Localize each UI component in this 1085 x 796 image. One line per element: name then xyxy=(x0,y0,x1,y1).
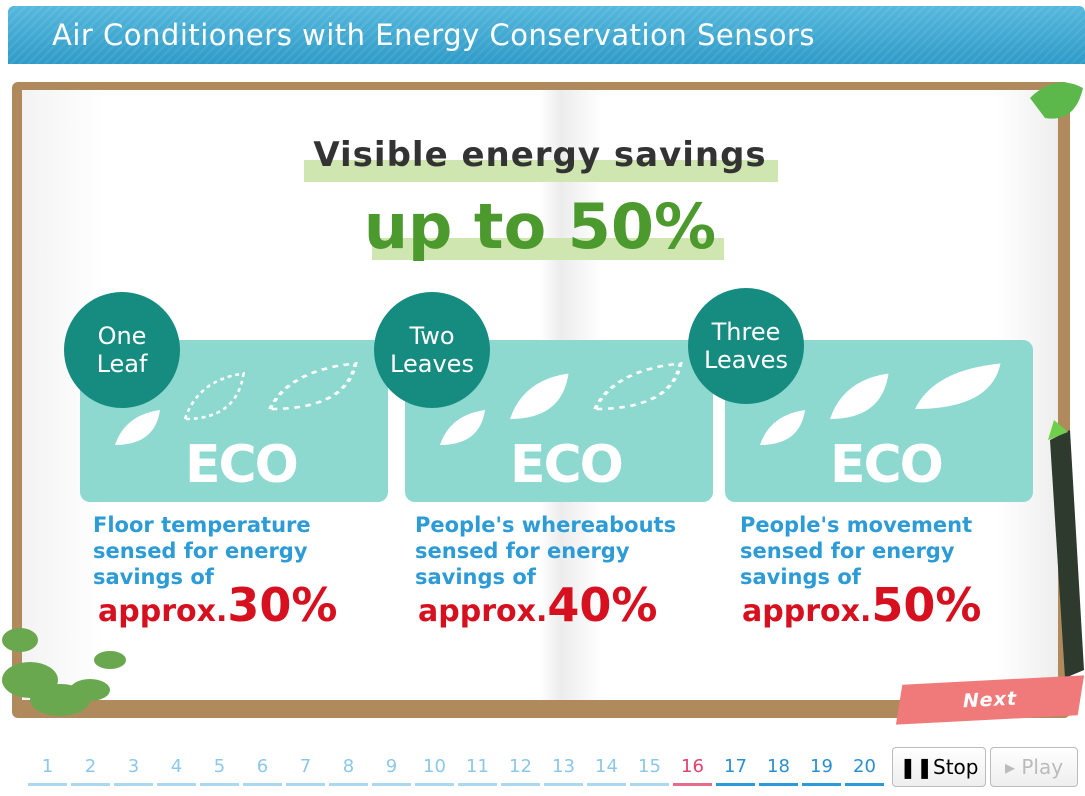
page-number[interactable]: 8 xyxy=(327,752,370,788)
stop-label: Stop xyxy=(933,755,978,779)
slide-heading: Visible energy savings xyxy=(300,135,780,175)
eco-label: ECO xyxy=(185,435,297,495)
page-number[interactable]: 20 xyxy=(843,752,886,788)
page-number[interactable]: 15 xyxy=(628,752,671,788)
leaf-decoration xyxy=(1025,78,1085,128)
savings-prefix: approx. xyxy=(418,594,547,629)
header-title: Air Conditioners with Energy Conservatio… xyxy=(52,18,815,52)
eco-label: ECO xyxy=(510,435,622,495)
badge-line: Leaf xyxy=(97,350,148,378)
page-number[interactable]: 7 xyxy=(284,752,327,788)
savings-prefix: approx. xyxy=(98,594,227,629)
stop-button[interactable]: ❚❚Stop xyxy=(892,747,986,787)
page-number[interactable]: 9 xyxy=(370,752,413,788)
page-number[interactable]: 3 xyxy=(112,752,155,788)
savings-prefix: approx. xyxy=(742,594,871,629)
description-line: sensed for energy xyxy=(740,538,1060,564)
badge-line: Leaves xyxy=(390,350,474,378)
savings-amount: 50% xyxy=(871,578,981,632)
description-line: People's whereabouts xyxy=(415,512,735,538)
slide-headline: up to 50% xyxy=(300,190,780,263)
badge-line: Two xyxy=(410,322,455,350)
page-number[interactable]: 12 xyxy=(499,752,542,788)
page-number[interactable]: 2 xyxy=(69,752,112,788)
description-line: sensed for energy xyxy=(415,538,735,564)
savings: approx.40% xyxy=(418,578,657,632)
badge-line: Three xyxy=(712,318,781,346)
description-line: Floor temperature xyxy=(93,512,413,538)
savings-amount: 40% xyxy=(547,578,657,632)
page-number[interactable]: 1 xyxy=(26,752,69,788)
savings: approx.30% xyxy=(98,578,337,632)
header-bar: Air Conditioners with Energy Conservatio… xyxy=(8,6,1085,64)
page-number[interactable]: 14 xyxy=(585,752,628,788)
eco-label: ECO xyxy=(830,435,942,495)
savings: approx.50% xyxy=(742,578,981,632)
savings-amount: 30% xyxy=(227,578,337,632)
page-number[interactable]: 11 xyxy=(456,752,499,788)
play-label: Play xyxy=(1021,755,1063,779)
page-number[interactable]: 17 xyxy=(714,752,757,788)
badge-line: One xyxy=(98,322,147,350)
page-number[interactable]: 5 xyxy=(198,752,241,788)
page-number[interactable]: 18 xyxy=(757,752,800,788)
page-number[interactable]: 6 xyxy=(241,752,284,788)
page-number[interactable]: 4 xyxy=(155,752,198,788)
slideshow-page: {"header":{"title":"Air Conditioners wit… xyxy=(0,0,1085,796)
description-line: People's movement xyxy=(740,512,1060,538)
page-number[interactable]: 10 xyxy=(413,752,456,788)
page-number[interactable]: 19 xyxy=(800,752,843,788)
page-number[interactable]: 16 xyxy=(671,752,714,788)
description-line: sensed for energy xyxy=(93,538,413,564)
play-button[interactable]: ▸ Play xyxy=(990,747,1078,787)
page-number[interactable]: 13 xyxy=(542,752,585,788)
badge-line: Leaves xyxy=(704,346,788,374)
